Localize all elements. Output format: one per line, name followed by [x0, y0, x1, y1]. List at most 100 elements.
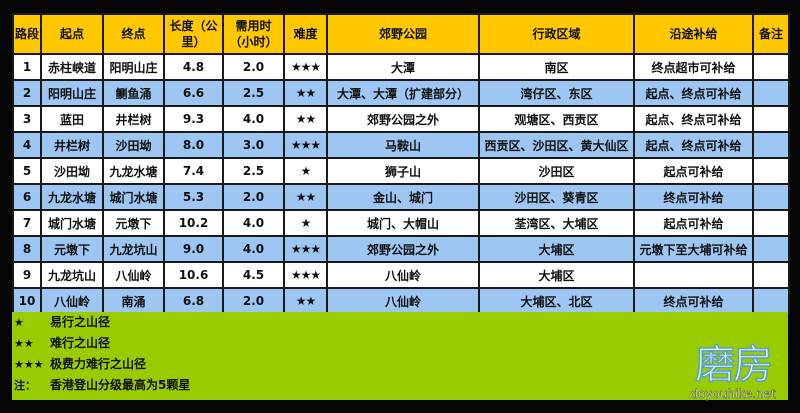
cell-difficulty: ★: [283, 157, 328, 185]
cell-difficulty: ★★: [283, 79, 328, 107]
cell-length: 5.3: [163, 183, 224, 211]
cell-segment: 6: [12, 183, 42, 211]
cell-difficulty: ★★: [283, 105, 328, 133]
cell-supply: [633, 261, 754, 289]
cell-park: 郊野公园之外: [326, 105, 480, 133]
cell-start: 沙田坳: [40, 157, 104, 185]
cell-time: 4.0: [222, 235, 285, 263]
cell-time: 2.0: [222, 287, 285, 315]
cell-time: 2.5: [222, 79, 285, 107]
legend-text: 极费力难行之山径: [50, 357, 147, 371]
cell-start: 八仙岭: [40, 287, 104, 315]
legend-item: ★★ 难行之山径: [14, 333, 110, 353]
header-district: 行政区域: [478, 13, 635, 55]
cell-length: 7.4: [163, 157, 224, 185]
cell-difficulty: ★★: [283, 287, 328, 315]
logo-text: 磨房: [694, 342, 774, 388]
cell-start: 井栏树: [40, 131, 104, 159]
legend-text: 易行之山径: [50, 315, 111, 329]
cell-length: 10.6: [163, 261, 224, 289]
cell-park: 郊野公园之外: [326, 235, 480, 263]
header-difficulty: 难度: [283, 13, 328, 55]
cell-end: 井栏树: [102, 105, 165, 133]
cell-supply: 起点可补给: [633, 157, 754, 185]
cell-end: 八仙岭: [102, 261, 165, 289]
cell-start: 赤柱峡道: [40, 53, 104, 81]
cell-supply: 元墩下至大埔可补给: [633, 235, 754, 263]
legend-symbol: ★★: [14, 337, 34, 350]
table-row: 8 元墩下 九龙坑山 9.0 4.0 ★★★ 郊野公园之外 大埔区 元墩下至大埔可补给: [12, 235, 790, 263]
header-park: 郊野公园: [326, 13, 480, 55]
cell-start: 蓝田: [40, 105, 104, 133]
cell-supply: 起点可补给: [633, 209, 754, 237]
cell-district: 湾仔区、东区: [478, 79, 635, 107]
cell-difficulty: ★★: [283, 183, 328, 211]
table-row: 1 赤柱峡道 阳明山庄 4.8 2.0 ★★★ 大潭 南区 终点超市可补给: [12, 53, 790, 81]
cell-difficulty: ★★★: [283, 261, 328, 289]
cell-district: 西贡区、沙田区、黄大仙区: [478, 131, 635, 159]
header-row: 路段 起点 终点 长度（公里） 需用时（小时） 难度 郊野公园 行政区域 沿途补…: [12, 13, 790, 55]
cell-time: 2.0: [222, 183, 285, 211]
legend-symbol: 注：: [14, 379, 36, 392]
legend-item: ★ 易行之山径: [14, 312, 110, 332]
cell-park: 八仙岭: [326, 287, 480, 315]
cell-length: 9.0: [163, 235, 224, 263]
header-segment: 路段: [12, 13, 42, 55]
cell-difficulty: ★★★: [283, 235, 328, 263]
cell-segment: 8: [12, 235, 42, 263]
cell-end: 九龙水塘: [102, 157, 165, 185]
table-row: 3 蓝田 井栏树 9.3 4.0 ★★ 郊野公园之外 观塘区、西贡区 起点、终点可补给: [12, 105, 790, 133]
cell-note: [752, 287, 790, 315]
cell-time: 2.0: [222, 53, 285, 81]
cell-difficulty: ★★★: [283, 53, 328, 81]
cell-time: 4.5: [222, 261, 285, 289]
cell-time: 4.0: [222, 209, 285, 237]
cell-start: 阳明山庄: [40, 79, 104, 107]
cell-note: [752, 235, 790, 263]
cell-district: 大埔区、北区: [478, 287, 635, 315]
table-row: 2 阳明山庄 鲗鱼涌 6.6 2.5 ★★ 大潭、大潭（扩建部分） 湾仔区、东区 起点、终点可补…: [12, 79, 790, 107]
cell-end: 沙田坳: [102, 131, 165, 159]
cell-length: 6.6: [163, 79, 224, 107]
cell-time: 2.5: [222, 157, 285, 185]
table-row: 9 九龙坑山 八仙岭 10.6 4.5 ★★★ 八仙岭 大埔区: [12, 261, 790, 289]
cell-note: [752, 131, 790, 159]
legend-note: 注： 香港登山分级最高为5颗星: [14, 375, 190, 395]
header-length: 长度（公里）: [163, 13, 224, 55]
cell-district: 沙田区、葵青区: [478, 183, 635, 211]
cell-end: 元墩下: [102, 209, 165, 237]
cell-segment: 10: [12, 287, 42, 315]
table-row: 10 八仙岭 南涌 6.8 2.0 ★★ 八仙岭 大埔区、北区 终点可补给: [12, 287, 790, 315]
cell-segment: 2: [12, 79, 42, 107]
logo-site: doyouhike.net: [690, 387, 776, 401]
legend-symbol: ★: [14, 316, 24, 329]
cell-time: 3.0: [222, 131, 285, 159]
cell-start: 九龙坑山: [40, 261, 104, 289]
cell-supply: 起点、终点可补给: [633, 105, 754, 133]
cell-segment: 7: [12, 209, 42, 237]
cell-note: [752, 79, 790, 107]
cell-supply: 终点超市可补给: [633, 53, 754, 81]
header-supply: 沿途补给: [633, 13, 754, 55]
header-start: 起点: [40, 13, 104, 55]
cell-start: 元墩下: [40, 235, 104, 263]
cell-length: 10.2: [163, 209, 224, 237]
legend-item: ★★★ 极费力难行之山径: [14, 354, 146, 374]
table-row: 5 沙田坳 九龙水塘 7.4 2.5 ★ 狮子山 沙田区 起点可补给: [12, 157, 790, 185]
cell-park: 狮子山: [326, 157, 480, 185]
cell-segment: 5: [12, 157, 42, 185]
table-row: 6 九龙水塘 城门水塘 5.3 2.0 ★★ 金山、城门 沙田区、葵青区 终点可补给: [12, 183, 790, 211]
table-row: 7 城门水塘 元墩下 10.2 4.0 ★ 城门、大帽山 荃湾区、大埔区 起点可补给: [12, 209, 790, 237]
watermark-logo: 磨房 doyouhike.net: [680, 342, 786, 405]
cell-end: 城门水塘: [102, 183, 165, 211]
difficulty-legend: ★ 易行之山径 ★★ 难行之山径 ★★★ 极费力难行之山径 注： 香港登山分级最高为5颗…: [12, 312, 788, 400]
legend-symbol: ★★★: [14, 358, 44, 371]
cell-end: 九龙坑山: [102, 235, 165, 263]
cell-segment: 9: [12, 261, 42, 289]
cell-park: 金山、城门: [326, 183, 480, 211]
header-note: 备注: [752, 13, 790, 55]
cell-note: [752, 261, 790, 289]
cell-length: 4.8: [163, 53, 224, 81]
cell-note: [752, 209, 790, 237]
cell-difficulty: ★★★: [283, 131, 328, 159]
